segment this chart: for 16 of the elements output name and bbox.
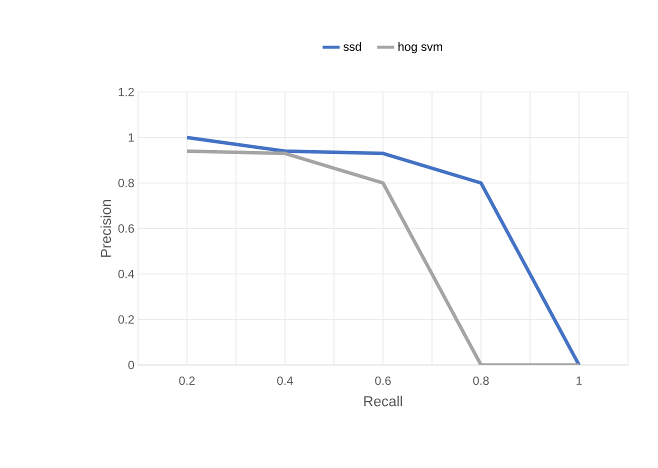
y-tick-label: 0.4 xyxy=(118,270,134,278)
legend-label: ssd xyxy=(343,42,361,51)
x-tick-label: 0.2 xyxy=(179,376,195,385)
x-tick-label: 0.8 xyxy=(473,376,489,385)
x-axis-title: Recall xyxy=(364,396,402,406)
x-tick-label: 0.6 xyxy=(375,376,391,385)
y-tick-label: 0.2 xyxy=(118,315,134,324)
y-tick-label: 1.2 xyxy=(118,88,134,96)
legend-label: hog svm xyxy=(398,42,442,54)
y-tick-label: 0.8 xyxy=(118,178,134,188)
y-axis-title: Precision xyxy=(100,200,112,257)
y-tick-label: 0.6 xyxy=(118,224,134,233)
x-tick-label: 0.4 xyxy=(277,376,293,385)
x-tick-label: 1 xyxy=(576,376,582,385)
y-tick-label: 1 xyxy=(128,133,134,142)
y-tick-label: 0 xyxy=(128,360,134,370)
